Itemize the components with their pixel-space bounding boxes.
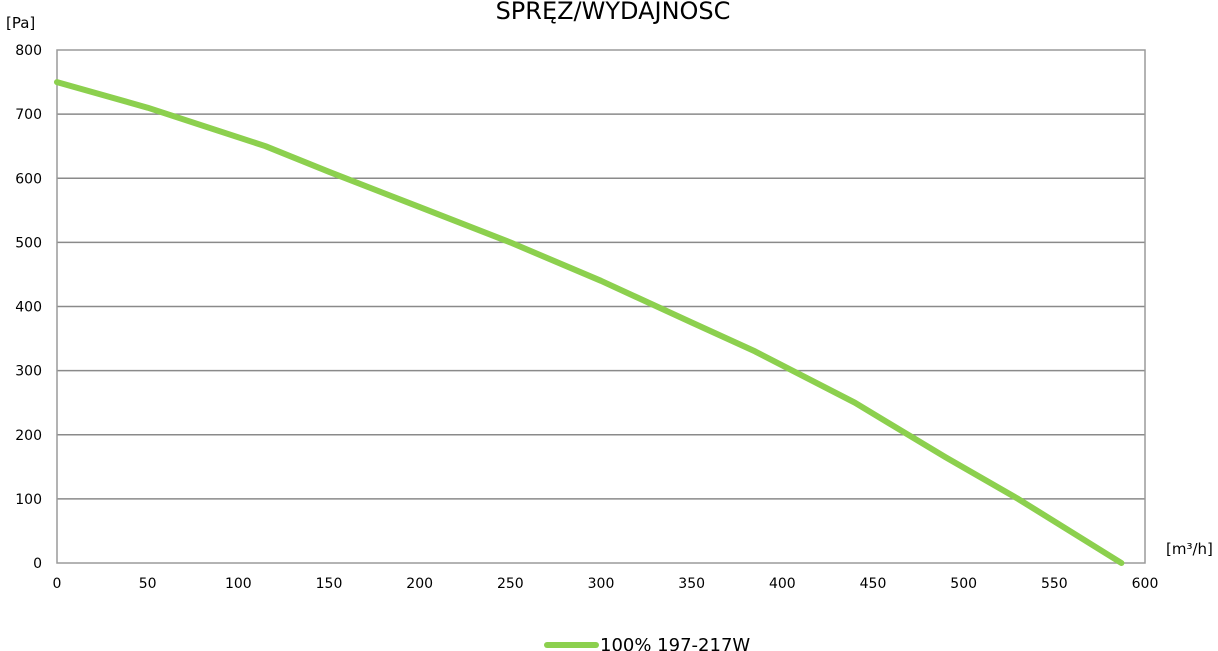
x-axis-label: [m³/h] [1166, 540, 1213, 558]
y-tick-label: 200 [15, 428, 42, 444]
y-tick-label: 700 [15, 107, 42, 123]
y-tick-labels: 0 100 200 300 400 500 600 700 800 [15, 43, 42, 572]
chart-title: SPRĘŻ/WYDAJNOŚĆ [496, 0, 731, 25]
x-tick-label: 600 [1132, 576, 1159, 592]
y-axis-label: [Pa] [6, 14, 35, 32]
x-tick-label: 100 [225, 576, 252, 592]
x-tick-label: 500 [950, 576, 977, 592]
y-tick-label: 100 [15, 492, 42, 508]
y-tick-label: 500 [15, 235, 42, 251]
gridlines [57, 113, 1145, 500]
y-tick-label: 600 [15, 171, 42, 187]
y-tick-label: 400 [15, 300, 42, 316]
series-line-0 [54, 79, 1125, 566]
series-group [54, 79, 1125, 566]
x-tick-label: 350 [678, 576, 705, 592]
x-tick-label: 250 [497, 576, 524, 592]
x-tick-label: 550 [1041, 576, 1068, 592]
plot-area-border [56, 49, 1146, 564]
legend: 100% 197-217W [544, 635, 750, 651]
y-tick-label: 300 [15, 364, 42, 380]
x-tick-labels: 0 50 100 150 200 250 300 350 400 450 500 550 600 [53, 576, 1159, 592]
x-tick-label: 400 [769, 576, 796, 592]
x-tick-label: 300 [588, 576, 615, 592]
x-tick-label: 450 [860, 576, 887, 592]
x-tick-label: 150 [316, 576, 343, 592]
x-tick-label: 200 [406, 576, 433, 592]
legend-label: 100% 197-217W [600, 635, 750, 651]
y-tick-label: 0 [33, 556, 42, 572]
x-tick-label: 0 [53, 576, 62, 592]
x-tick-label: 50 [139, 576, 157, 592]
y-tick-label: 800 [15, 43, 42, 59]
